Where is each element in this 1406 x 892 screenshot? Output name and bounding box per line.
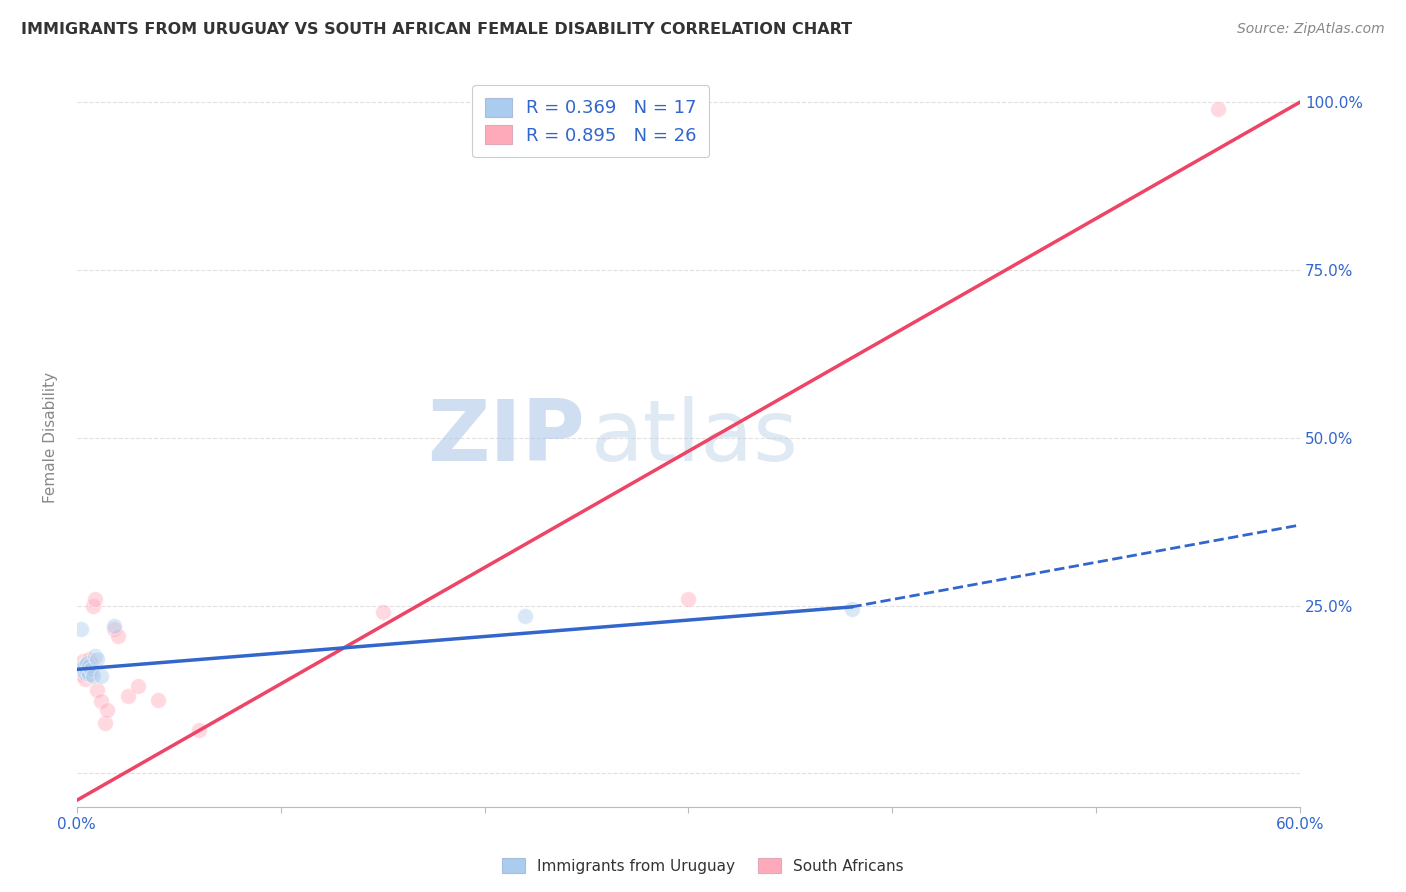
Point bbox=[77, 652, 100, 666]
Point bbox=[70, 622, 93, 636]
Point bbox=[70, 662, 93, 676]
Point bbox=[90, 694, 112, 708]
Point bbox=[188, 723, 211, 737]
Point bbox=[77, 659, 100, 673]
Legend: R = 0.369   N = 17, R = 0.895   N = 26: R = 0.369 N = 17, R = 0.895 N = 26 bbox=[472, 85, 709, 157]
Point bbox=[73, 657, 96, 672]
Point bbox=[80, 662, 103, 676]
Point bbox=[73, 673, 96, 687]
Point bbox=[72, 660, 94, 674]
Point bbox=[103, 622, 125, 636]
Point bbox=[70, 667, 93, 681]
Point bbox=[103, 618, 125, 632]
Point bbox=[84, 591, 107, 606]
Point bbox=[117, 690, 139, 704]
Point bbox=[1208, 102, 1230, 116]
Point bbox=[96, 703, 118, 717]
Point bbox=[80, 656, 103, 670]
Point bbox=[371, 605, 394, 619]
Text: ZIP: ZIP bbox=[427, 396, 585, 479]
Point bbox=[72, 654, 94, 668]
Point bbox=[76, 656, 98, 670]
Point bbox=[72, 660, 94, 674]
Point bbox=[76, 665, 98, 679]
Point bbox=[107, 629, 129, 643]
Point bbox=[515, 608, 537, 623]
Y-axis label: Female Disability: Female Disability bbox=[44, 372, 58, 503]
Point bbox=[80, 667, 103, 681]
Point bbox=[76, 662, 98, 676]
Point bbox=[82, 599, 104, 613]
Text: Source: ZipAtlas.com: Source: ZipAtlas.com bbox=[1237, 22, 1385, 37]
Text: IMMIGRANTS FROM URUGUAY VS SOUTH AFRICAN FEMALE DISABILITY CORRELATION CHART: IMMIGRANTS FROM URUGUAY VS SOUTH AFRICAN… bbox=[21, 22, 852, 37]
Point bbox=[148, 692, 170, 706]
Text: atlas: atlas bbox=[591, 396, 799, 479]
Point bbox=[127, 679, 149, 693]
Point bbox=[76, 657, 98, 672]
Point bbox=[90, 669, 112, 683]
Point bbox=[73, 665, 96, 679]
Point bbox=[73, 665, 96, 680]
Point bbox=[82, 669, 104, 683]
Point bbox=[841, 602, 863, 616]
Legend: Immigrants from Uruguay, South Africans: Immigrants from Uruguay, South Africans bbox=[496, 852, 910, 880]
Point bbox=[84, 648, 107, 663]
Point bbox=[94, 716, 117, 731]
Point bbox=[86, 652, 108, 666]
Point bbox=[86, 682, 108, 697]
Point bbox=[678, 591, 700, 606]
Point bbox=[77, 660, 100, 674]
Point bbox=[77, 667, 100, 681]
